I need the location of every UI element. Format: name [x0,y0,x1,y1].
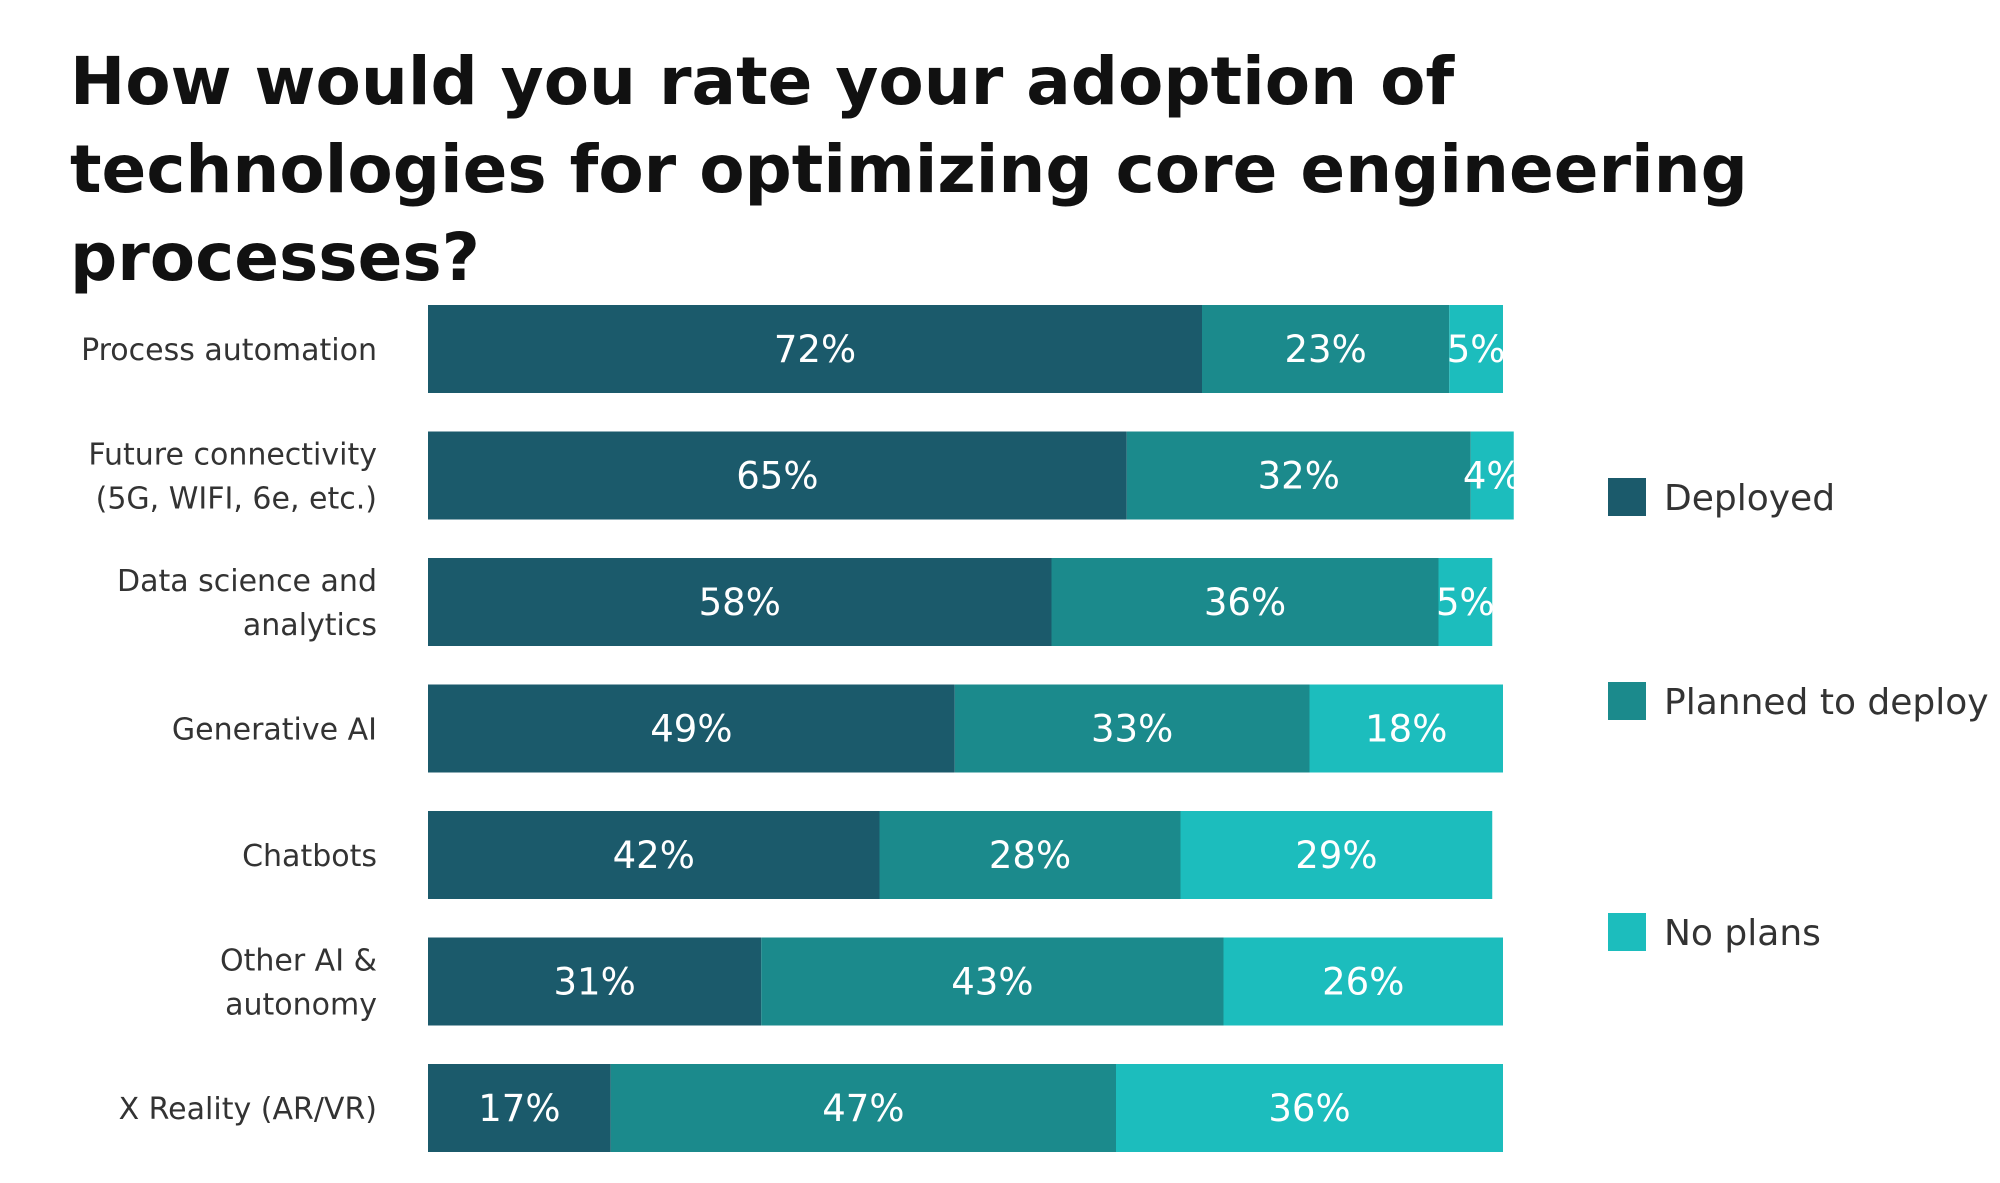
category-label: analytics [243,608,377,643]
legend-item: Planned to deploy [1608,682,1989,723]
bar-segment [879,811,1181,899]
category-label: Chatbots [242,839,377,874]
category-row: Other AI & autonomy 31% 43% 26% [220,937,1503,1026]
data-label: 4% [1463,455,1522,498]
bar-segment [428,431,1127,520]
data-label: 49% [650,708,732,751]
data-label: 31% [554,961,636,1004]
data-label: 23% [1285,328,1367,371]
bar-segment [1116,1064,1503,1152]
category-label: autonomy [225,988,377,1023]
bar-segment [428,937,762,1026]
category-label: X Reality (AR/VR) [119,1092,377,1127]
legend-label: Deployed [1664,478,1835,519]
legend-label: No plans [1664,913,1821,954]
data-label: 26% [1322,961,1404,1004]
data-label: 18% [1365,708,1447,751]
category-label: Process automation [81,333,377,368]
bar-segment [761,937,1224,1026]
bar-segment [954,684,1310,773]
category-label: Other AI & [220,944,377,979]
data-label: 17% [478,1087,560,1130]
data-label: 47% [822,1087,904,1130]
category-row: X Reality (AR/VR) 17% 47% 36% [119,1064,1503,1152]
data-label: 29% [1295,834,1377,877]
category-label: (5G, WIFI, 6e, etc.) [96,482,377,517]
data-label: 58% [699,581,781,624]
category-row: Process automation 72% 23% 5% [81,305,1505,393]
bar-segment [428,305,1202,393]
data-label: 72% [774,328,856,371]
legend-swatch [1608,913,1646,951]
data-label: 36% [1268,1087,1350,1130]
legend-item: Deployed [1608,478,1835,519]
category-label: Future connectivity [88,438,377,473]
data-label: 5% [1447,328,1506,371]
legend-item: No plans [1608,913,1821,954]
data-label: 32% [1258,455,1340,498]
legend-swatch [1608,682,1646,720]
category-label: Generative AI [172,713,377,748]
data-label: 43% [951,961,1033,1004]
legend: Deployed Planned to deploy No plans [1608,478,1989,954]
category-row: Chatbots 42% 28% 29% [242,811,1493,899]
category-label: Data science and [117,564,377,599]
data-label: 65% [736,455,818,498]
bar-segment [1180,811,1493,899]
data-label: 28% [989,834,1071,877]
bar-segment [428,684,955,773]
category-row: Generative AI 49% 33% 18% [172,684,1503,773]
data-label: 33% [1091,708,1173,751]
bar-segment [1470,431,1514,520]
bar-segment [428,1064,611,1152]
bar-segment [1438,558,1493,646]
legend-label: Planned to deploy [1664,682,1989,723]
bar-segment [1309,684,1503,773]
bar-segment [610,1064,1116,1152]
data-label: 42% [613,834,695,877]
page-title: How would you rate your adoption of tech… [70,43,1748,296]
category-row: Data science and analytics 58% 36% 5% [117,558,1495,646]
data-label: 36% [1204,581,1286,624]
data-label: 5% [1436,581,1495,624]
bar-segment [1202,305,1450,393]
bar-segment [428,811,880,899]
bar-segment [428,558,1052,646]
bar-segment [1449,305,1503,393]
bar-segment [1223,937,1503,1026]
bar-segment [1126,431,1471,520]
legend-swatch [1608,478,1646,516]
bars-layer: Process automation 72% 23% 5% Future connect… [81,305,1522,1152]
bar-segment [1051,558,1439,646]
category-row: Future connectivity (5G, WIFI, 6e, etc.) 6… [88,431,1522,520]
